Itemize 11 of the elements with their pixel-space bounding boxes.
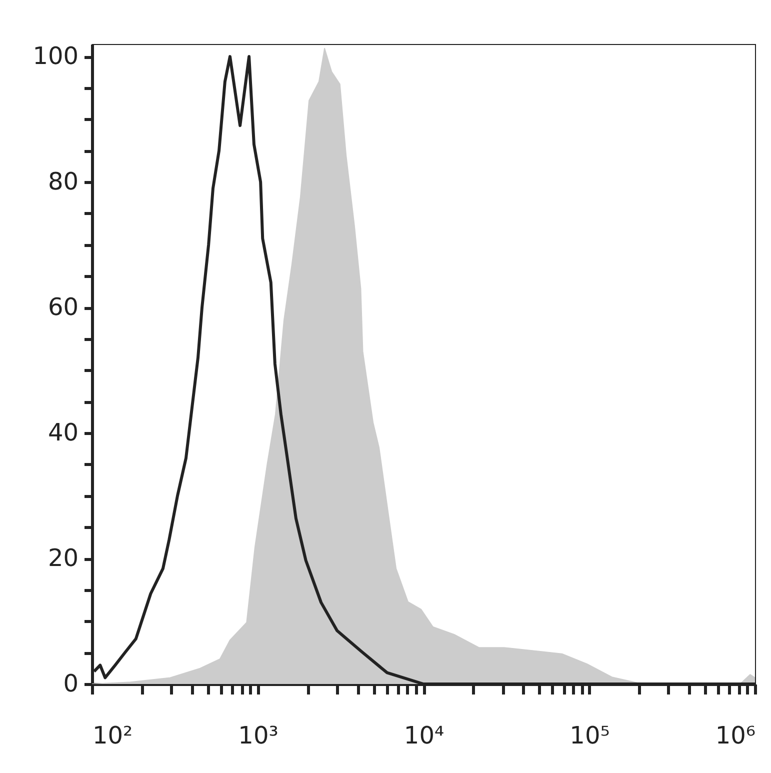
y-tick-label: 20 [48, 544, 78, 572]
x-tick-label: 10² [92, 722, 133, 750]
x-tick-label: 10⁵ [570, 722, 610, 750]
y-tick-label: 60 [48, 293, 78, 322]
y-tick-label: 80 [48, 168, 78, 196]
y-tick-label: 100 [32, 42, 78, 70]
x-tick-label: 10⁴ [404, 722, 444, 750]
y-tick-label: 40 [48, 418, 78, 447]
y-tick-label: 0 [63, 670, 78, 698]
x-tick-label: 10⁶ [715, 722, 756, 750]
x-tick-label: 10³ [238, 722, 278, 750]
